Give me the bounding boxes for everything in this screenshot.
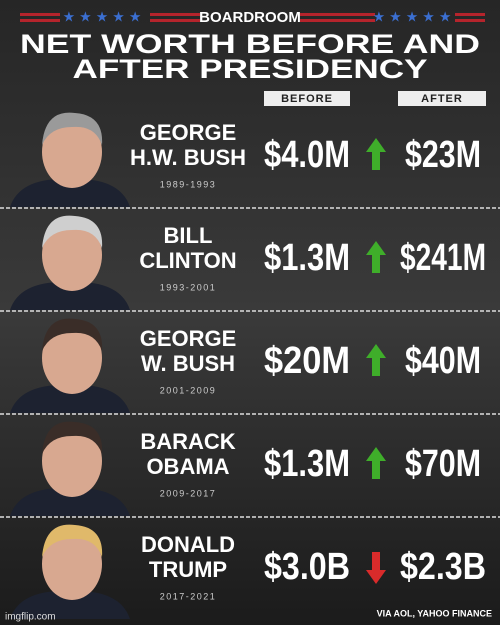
president-name: OBAMA: [146, 454, 229, 479]
president-name: BILL: [164, 223, 213, 248]
net-worth-before: $1.3M: [264, 237, 350, 279]
column-header: AFTER: [421, 93, 463, 105]
term-years: 1993-2001: [160, 282, 217, 292]
portrait-suit: [10, 281, 130, 310]
portrait-suit: [10, 590, 130, 619]
column-header: BEFORE: [281, 93, 333, 105]
banner-decoration: ★★★★★ ★★★★★: [20, 9, 485, 25]
portrait-face: [42, 425, 102, 497]
net-worth-after: $2.3B: [400, 546, 486, 588]
president-name: H.W. BUSH: [130, 145, 246, 170]
president-name: TRUMP: [149, 557, 227, 582]
column-header-box: [264, 91, 350, 106]
arrows: [366, 138, 386, 584]
title-line: AFTER PRESIDENCY: [73, 54, 428, 84]
net-worth-before: $4.0M: [264, 134, 350, 176]
portrait-hair: [42, 112, 103, 145]
president-name: GEORGE: [140, 120, 237, 145]
portrait-face: [42, 322, 102, 394]
portrait-suit: [10, 487, 130, 516]
column-header-box: [398, 91, 486, 106]
net-worth-before: $1.3M: [264, 443, 350, 485]
watermark: imgflip.com: [5, 612, 56, 623]
portrait-hair: [42, 318, 103, 351]
net-worth-after: $23M: [405, 134, 481, 176]
title-line: NET WORTH BEFORE AND: [20, 29, 480, 59]
term-years: 2001-2009: [160, 385, 217, 395]
president-name: BARACK: [140, 429, 235, 454]
svg-text:★★★★★: ★★★★★: [63, 9, 146, 25]
net-worth-before: $20M: [264, 340, 350, 382]
net-worth-after: $70M: [405, 443, 481, 485]
brand: BOARDROOM: [199, 9, 301, 26]
president-name: CLINTON: [139, 248, 236, 273]
president-name: W. BUSH: [141, 351, 235, 376]
portrait-hair: [42, 421, 103, 454]
net-worth-after: $241M: [400, 237, 486, 279]
net-worth-after: $40M: [405, 340, 481, 382]
net-worth-before: $3.0B: [264, 546, 350, 588]
president-name: DONALD: [141, 532, 235, 557]
portrait-face: [42, 219, 102, 291]
svg-text:★★★★★: ★★★★★: [373, 9, 456, 25]
portrait-face: [42, 528, 102, 600]
portrait-suit: [10, 178, 130, 207]
president-name: GEORGE: [140, 326, 237, 351]
portrait-hair: [42, 215, 103, 248]
term-years: 2009-2017: [160, 488, 217, 498]
portrait-hair: [42, 524, 103, 557]
term-years: 1989-1993: [160, 179, 217, 189]
source: VIA AOL, YAHOO FINANCE: [377, 608, 492, 618]
portrait-suit: [10, 384, 130, 413]
portrait-face: [42, 116, 102, 188]
term-years: 2017-2021: [160, 591, 217, 601]
